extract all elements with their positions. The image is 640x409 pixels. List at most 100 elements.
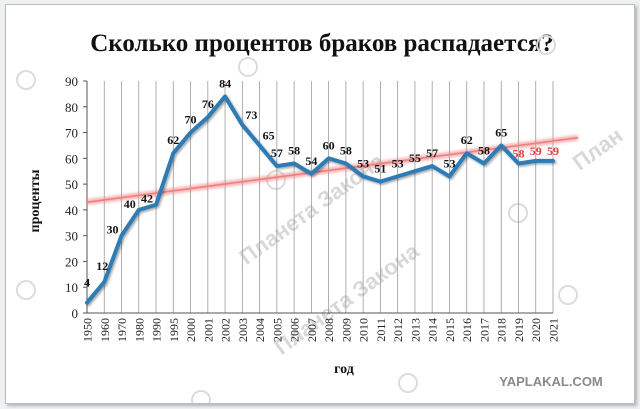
data-point (223, 94, 227, 98)
watermark-logo (508, 203, 528, 223)
x-tick-label: 2000 (184, 318, 198, 342)
y-tick-label: 30 (65, 229, 78, 244)
watermark-logo (16, 280, 36, 300)
data-point (516, 161, 520, 165)
x-tick-label: 2011 (374, 318, 388, 342)
data-point (102, 280, 106, 284)
data-label: 62 (461, 133, 473, 147)
data-label: 12 (96, 259, 108, 273)
data-point (275, 164, 279, 168)
y-tick-labels: 0 10 20 30 40 50 60 70 80 90 (65, 74, 78, 321)
x-tick-label: 2001 (201, 318, 215, 342)
data-label: 51 (374, 162, 386, 176)
chart-canvas: Сколько процентов браков распадается? Пл… (16, 30, 627, 403)
data-point (430, 164, 434, 168)
watermark-logo (398, 373, 418, 393)
x-tick-label: 2009 (339, 318, 353, 342)
y-tick-label: 50 (65, 177, 78, 192)
x-tick-label: 2003 (236, 318, 250, 342)
data-point (344, 161, 348, 165)
data-point (154, 203, 158, 207)
data-label: 4 (84, 276, 90, 290)
data-point (258, 143, 262, 147)
data-point (551, 159, 555, 163)
x-tick-labels: 1950 1960 1970 1980 1990 1995 2000 2001 2002 2003… (81, 318, 561, 342)
x-tick-label: 2012 (391, 318, 405, 342)
data-point (240, 123, 244, 127)
data-point (171, 151, 175, 155)
data-label: 65 (263, 128, 275, 142)
data-label: 54 (305, 154, 317, 168)
grid-lines (83, 80, 554, 314)
x-tick-label: 1995 (167, 318, 181, 342)
data-label: 53 (392, 156, 404, 170)
data-point (413, 169, 417, 173)
data-point (189, 131, 193, 135)
data-point (327, 156, 331, 160)
data-point (396, 174, 400, 178)
data-point (499, 143, 503, 147)
data-label: 58 (340, 143, 352, 157)
chart-title: Сколько процентов браков распадается? (90, 30, 554, 57)
y-tick-label: 60 (65, 151, 78, 166)
x-tick-label: 1950 (81, 318, 95, 342)
data-label: 40 (124, 197, 136, 211)
x-tick-label: 2005 (270, 318, 284, 342)
x-tick-label: 2019 (512, 318, 526, 342)
data-label: 58 (288, 143, 300, 157)
watermark-logo (191, 390, 211, 403)
data-point (447, 174, 451, 178)
data-label: 30 (107, 223, 119, 237)
data-point (534, 159, 538, 163)
y-tick-label: 80 (65, 100, 78, 115)
x-tick-label: 2018 (495, 318, 509, 342)
data-label: 59 (547, 144, 559, 158)
x-tick-label: 1970 (115, 318, 129, 342)
y-tick-label: 40 (65, 203, 78, 218)
data-label: 84 (219, 76, 231, 90)
data-label: 55 (409, 151, 421, 165)
x-tick-label: 2010 (357, 318, 371, 342)
data-point (361, 174, 365, 178)
x-tick-label: 2002 (219, 318, 233, 342)
x-tick-label: 2013 (408, 318, 422, 342)
x-tick-label: 2004 (253, 318, 267, 342)
data-label: 42 (141, 192, 153, 206)
data-point (85, 301, 89, 305)
data-label: 76 (202, 97, 214, 111)
x-axis-label: год (334, 362, 354, 377)
data-label: 58 (478, 143, 490, 157)
x-tick-label: 2021 (547, 318, 561, 342)
data-label: 62 (167, 133, 179, 147)
y-tick-label: 0 (72, 306, 79, 321)
y-tick-label: 10 (65, 280, 78, 295)
data-point (137, 208, 141, 212)
x-tick-label: 2006 (288, 318, 302, 342)
y-tick-label: 90 (65, 74, 78, 89)
y-axis-label: проценты (28, 169, 43, 232)
x-tick-label: 2014 (426, 318, 440, 342)
data-label: 65 (495, 125, 507, 139)
site-label: YAPLAKAL.COM (499, 374, 603, 389)
data-label: 70 (185, 113, 197, 127)
data-label: 59 (530, 144, 542, 158)
x-tick-label: 2020 (529, 318, 543, 342)
x-tick-label: 2008 (322, 318, 336, 342)
series-line (85, 94, 555, 305)
data-point (309, 172, 313, 176)
data-point (292, 161, 296, 165)
x-tick-label: 1980 (132, 318, 146, 342)
data-point (120, 234, 124, 238)
data-label: 57 (271, 146, 283, 160)
x-tick-label: 1990 (150, 318, 164, 342)
watermark-logo (536, 35, 556, 55)
data-label: 53 (443, 156, 455, 170)
x-tick-label: 2017 (477, 318, 491, 342)
x-tick-label: 1960 (98, 318, 112, 342)
data-label: 57 (426, 146, 438, 160)
watermark-logo (238, 57, 258, 77)
x-tick-label: 2015 (443, 318, 457, 342)
x-tick-label: 2007 (305, 318, 319, 342)
x-tick-label: 2016 (460, 318, 474, 342)
data-point (465, 151, 469, 155)
